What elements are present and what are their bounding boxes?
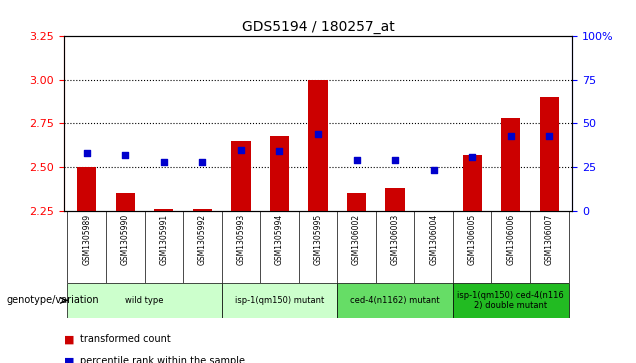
Text: percentile rank within the sample: percentile rank within the sample bbox=[80, 356, 244, 363]
Bar bbox=[385, 188, 404, 211]
Text: GSM1306003: GSM1306003 bbox=[391, 214, 399, 265]
Point bbox=[352, 157, 362, 163]
Bar bbox=[424, 211, 443, 212]
Text: GSM1305994: GSM1305994 bbox=[275, 214, 284, 265]
Bar bbox=[501, 118, 520, 211]
Point bbox=[120, 152, 130, 158]
Text: GSM1305991: GSM1305991 bbox=[160, 214, 169, 265]
Point bbox=[313, 131, 323, 137]
Text: GSM1305993: GSM1305993 bbox=[237, 214, 245, 265]
Point bbox=[506, 133, 516, 139]
Text: GSM1305992: GSM1305992 bbox=[198, 214, 207, 265]
Text: ■: ■ bbox=[64, 334, 74, 344]
FancyBboxPatch shape bbox=[453, 283, 569, 318]
Bar bbox=[77, 167, 97, 211]
Point bbox=[81, 150, 92, 156]
Text: transformed count: transformed count bbox=[80, 334, 170, 344]
Text: GSM1306004: GSM1306004 bbox=[429, 214, 438, 265]
Bar bbox=[539, 97, 559, 211]
Bar bbox=[308, 80, 328, 211]
Text: GSM1306006: GSM1306006 bbox=[506, 214, 515, 265]
Text: GSM1305990: GSM1305990 bbox=[121, 214, 130, 265]
Text: ced-4(n1162) mutant: ced-4(n1162) mutant bbox=[350, 296, 440, 305]
Text: genotype/variation: genotype/variation bbox=[6, 295, 99, 305]
Point bbox=[159, 159, 169, 165]
FancyBboxPatch shape bbox=[67, 283, 221, 318]
Bar bbox=[232, 141, 251, 211]
FancyBboxPatch shape bbox=[337, 283, 453, 318]
Text: GSM1305989: GSM1305989 bbox=[82, 214, 91, 265]
Text: wild type: wild type bbox=[125, 296, 164, 305]
Point bbox=[544, 133, 555, 139]
Text: GSM1306007: GSM1306007 bbox=[545, 214, 554, 265]
Point bbox=[197, 159, 207, 165]
Text: GSM1306002: GSM1306002 bbox=[352, 214, 361, 265]
Bar bbox=[154, 209, 174, 211]
Text: GSM1305995: GSM1305995 bbox=[314, 214, 322, 265]
Bar bbox=[116, 193, 135, 211]
Point bbox=[467, 154, 477, 159]
Title: GDS5194 / 180257_at: GDS5194 / 180257_at bbox=[242, 20, 394, 34]
Text: ■: ■ bbox=[64, 356, 74, 363]
FancyBboxPatch shape bbox=[221, 283, 337, 318]
Point bbox=[236, 147, 246, 152]
Text: isp-1(qm150) ced-4(n116
2) double mutant: isp-1(qm150) ced-4(n116 2) double mutant bbox=[457, 291, 564, 310]
Bar bbox=[347, 193, 366, 211]
Bar bbox=[270, 136, 289, 211]
Bar bbox=[193, 209, 212, 211]
Point bbox=[274, 148, 284, 154]
Text: GSM1306005: GSM1306005 bbox=[467, 214, 476, 265]
Text: isp-1(qm150) mutant: isp-1(qm150) mutant bbox=[235, 296, 324, 305]
Point bbox=[390, 157, 400, 163]
Point bbox=[429, 168, 439, 174]
Bar bbox=[462, 155, 482, 211]
